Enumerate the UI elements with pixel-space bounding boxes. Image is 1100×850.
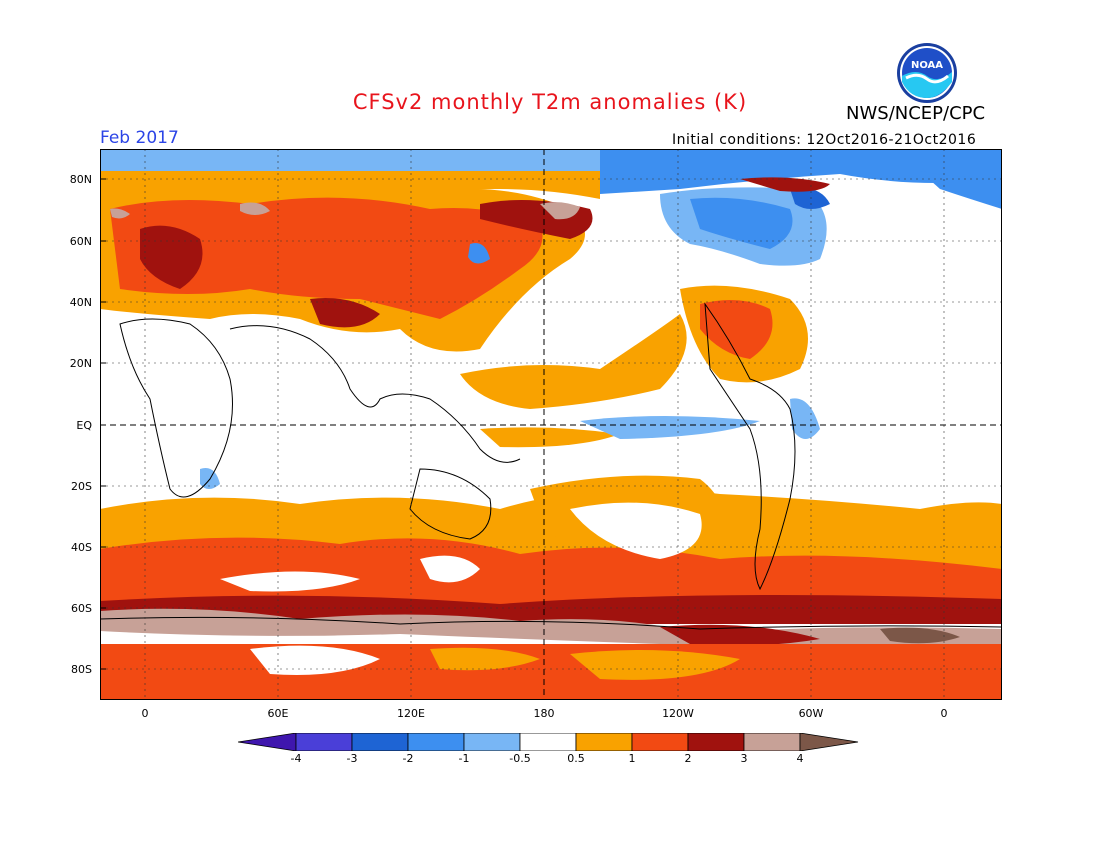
colorbar-swatch (519, 733, 577, 751)
colorbar-label: -4 (290, 752, 302, 765)
lat-label: 60N (69, 235, 92, 248)
lat-label: 60S (71, 602, 92, 615)
valid-month-label: Feb 2017 (100, 128, 179, 148)
lon-label: 0 (940, 707, 948, 720)
colorbar-label: 1 (628, 752, 636, 765)
lat-label: 80S (71, 663, 92, 676)
colorbar-swatch (407, 733, 465, 751)
colorbar-label: -3 (346, 752, 358, 765)
agency-label: NWS/NCEP/CPC (846, 103, 986, 124)
graticule (100, 149, 1002, 700)
noaa-logo-text: NOAA (911, 60, 943, 71)
lat-label: 40S (71, 541, 92, 554)
noaa-logo: NOAA (897, 43, 957, 103)
lon-label: 120W (662, 707, 694, 720)
colorbar-label: 4 (796, 752, 804, 765)
colorbar-label: -1 (458, 752, 470, 765)
lon-label: 180 (533, 707, 555, 720)
colorbar-label: 0.5 (567, 752, 585, 765)
colorbar-swatch (238, 733, 297, 751)
lon-label: 120E (397, 707, 425, 720)
lat-label: 80N (69, 173, 92, 186)
colorbar-swatch (799, 733, 859, 751)
colorbar-swatch (351, 733, 409, 751)
colorbar-swatch (743, 733, 801, 751)
anomaly-map (100, 149, 1002, 700)
colorbar-label: 2 (684, 752, 692, 765)
lat-label: 20N (69, 357, 92, 370)
colorbar-label: 3 (740, 752, 748, 765)
colorbar-swatch (631, 733, 689, 751)
initial-conditions-label: Initial conditions: 12Oct2016-21Oct2016 (672, 132, 977, 148)
colorbar-label: -2 (402, 752, 414, 765)
colorbar-swatch (575, 733, 633, 751)
pacific-warm-band (460, 314, 687, 409)
colorbar (238, 733, 859, 751)
lon-label: 0 (141, 707, 149, 720)
colorbar-swatch (687, 733, 745, 751)
colorbar-swatch (295, 733, 353, 751)
lat-label: 20S (71, 480, 92, 493)
map-title: CFSv2 monthly T2m anomalies (K) (352, 90, 748, 114)
coastlines (100, 302, 1002, 630)
lat-label: 40N (69, 296, 92, 309)
colorbar-swatch (463, 733, 521, 751)
lat-label: EQ (76, 419, 92, 432)
lon-label: 60E (267, 707, 289, 720)
lon-label: 60W (798, 707, 824, 720)
colorbar-label: -0.5 (509, 752, 531, 765)
